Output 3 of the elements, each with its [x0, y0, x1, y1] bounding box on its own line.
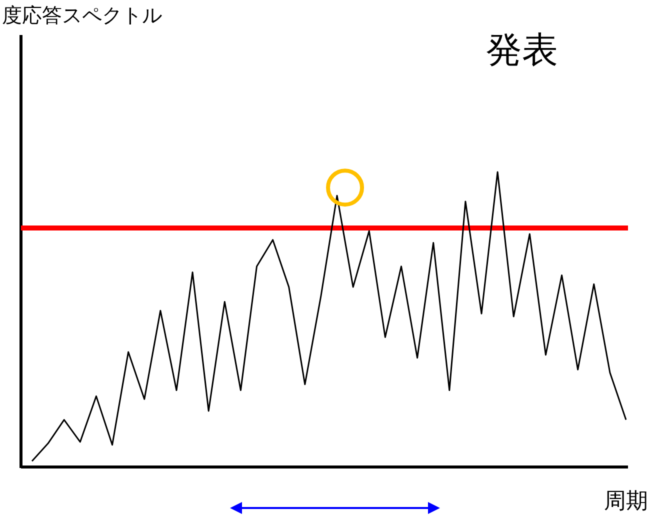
text: 度応答スペクトル — [2, 3, 162, 27]
x-axis-title: 周期 — [604, 489, 648, 514]
chart-title: 発表 — [486, 30, 558, 71]
